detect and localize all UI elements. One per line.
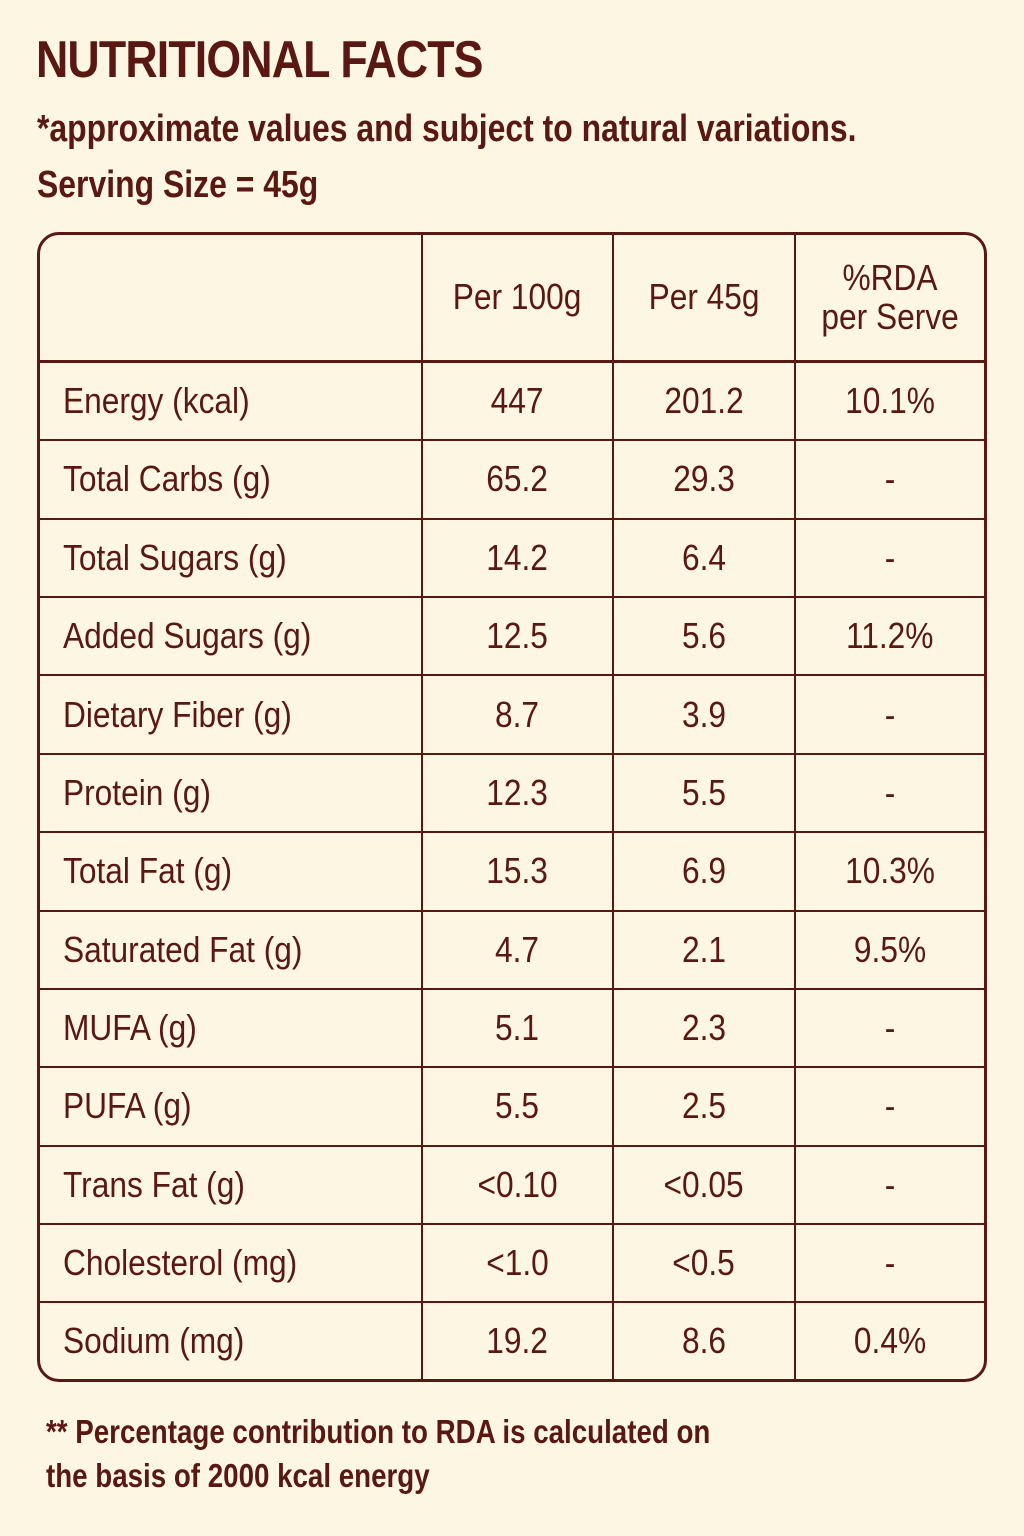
per-100g-value: 447 bbox=[422, 361, 614, 442]
nutrient-label: Total Carbs (g) bbox=[40, 440, 423, 520]
nutrient-label: Saturated Fat (g) bbox=[40, 910, 423, 990]
table-row: Dietary Fiber (g) 8.7 3.9- bbox=[40, 675, 984, 755]
per-100g-value: 4.7 bbox=[422, 910, 614, 990]
nutrient-label: Cholesterol (mg) bbox=[40, 1224, 423, 1304]
nutrient-label: Added Sugars (g) bbox=[40, 597, 423, 677]
rda-value: - bbox=[795, 753, 984, 834]
per-100g-value: 5.1 bbox=[422, 988, 614, 1069]
table-row: MUFA (g) 5.1 2.3- bbox=[40, 988, 984, 1069]
nutrient-label: PUFA (g) bbox=[40, 1067, 423, 1147]
per-45g-value: 29.3 bbox=[613, 440, 796, 520]
table-row: Total Fat (g) 15.3 6.9 10.3% bbox=[40, 832, 984, 912]
per-45g-value: <0.05 bbox=[613, 1145, 796, 1226]
per-45g-value: 5.5 bbox=[613, 753, 796, 834]
per-100g-value: <0.10 bbox=[422, 1145, 614, 1226]
table-row: Energy (kcal) 447 201.2 10.1% bbox=[40, 361, 984, 442]
nutrition-table: Per 100g Per 45g %RDA per Serve Energy (… bbox=[37, 232, 987, 1382]
rda-value: - bbox=[795, 1067, 984, 1147]
per-45g-value: 3.9 bbox=[613, 675, 796, 755]
rda-value: - bbox=[795, 1145, 984, 1226]
table-row: Trans Fat (g) <0.10 <0.05- bbox=[40, 1145, 984, 1226]
per-45g-value: 8.6 bbox=[613, 1302, 796, 1379]
per-100g-value: 65.2 bbox=[422, 440, 614, 520]
per-45g-value: 2.5 bbox=[613, 1067, 796, 1147]
per-45g-value: 2.3 bbox=[613, 988, 796, 1069]
rda-value: - bbox=[795, 675, 984, 755]
rda-value: 9.5% bbox=[795, 910, 984, 990]
table-row: Sodium (mg) 19.2 8.6 0.4% bbox=[40, 1302, 984, 1379]
serving-size: Serving Size = 45g bbox=[37, 164, 319, 206]
nutrient-label: Energy (kcal) bbox=[40, 361, 423, 442]
approximation-note: *approximate values and subject to natur… bbox=[37, 108, 857, 150]
per-100g-value: 12.3 bbox=[422, 753, 614, 834]
per-100g-value: 15.3 bbox=[422, 832, 614, 912]
nutrient-label: Total Fat (g) bbox=[40, 832, 423, 912]
per-100g-value: 5.5 bbox=[422, 1067, 614, 1147]
rda-footnote: ** Percentage contribution to RDA is cal… bbox=[46, 1413, 711, 1494]
table-row: Cholesterol (mg) <1.0 <0.5- bbox=[40, 1224, 984, 1304]
rda-value: - bbox=[795, 518, 984, 599]
per-45g-value: 6.9 bbox=[613, 832, 796, 912]
per-100g-value: 8.7 bbox=[422, 675, 614, 755]
header-rda-per-serve: %RDA per Serve bbox=[795, 235, 984, 363]
table-row: Added Sugars (g) 12.5 5.6 11.2% bbox=[40, 597, 984, 677]
nutrient-label: Dietary Fiber (g) bbox=[40, 675, 423, 755]
nutrient-label: Protein (g) bbox=[40, 753, 423, 834]
per-100g-value: 19.2 bbox=[422, 1302, 614, 1379]
rda-value: - bbox=[795, 440, 984, 520]
nutrient-label: MUFA (g) bbox=[40, 988, 423, 1069]
nutrient-label: Trans Fat (g) bbox=[40, 1145, 423, 1226]
rda-value: 10.1% bbox=[795, 361, 984, 442]
per-45g-value: 6.4 bbox=[613, 518, 796, 599]
rda-value: - bbox=[795, 988, 984, 1069]
table-header-row: Per 100g Per 45g %RDA per Serve bbox=[40, 235, 984, 363]
per-45g-value: 5.6 bbox=[613, 597, 796, 677]
table-row: Total Carbs (g) 65.2 29.3- bbox=[40, 440, 984, 520]
per-45g-value: 201.2 bbox=[613, 361, 796, 442]
rda-value: 10.3% bbox=[795, 832, 984, 912]
header-per-45g: Per 45g bbox=[613, 235, 796, 363]
nutrient-label: Total Sugars (g) bbox=[40, 518, 423, 599]
nutrient-label: Sodium (mg) bbox=[40, 1302, 423, 1379]
per-100g-value: 12.5 bbox=[422, 597, 614, 677]
table-row: Saturated Fat (g) 4.7 2.1 9.5% bbox=[40, 910, 984, 990]
table-row: PUFA (g) 5.5 2.5- bbox=[40, 1067, 984, 1147]
rda-value: 0.4% bbox=[853, 1320, 927, 1362]
table-row: Total Sugars (g) 14.2 6.4- bbox=[40, 518, 984, 599]
header-per-100g: Per 100g bbox=[422, 235, 614, 363]
rda-value: - bbox=[795, 1224, 984, 1304]
table-row: Protein (g) 12.3 5.5- bbox=[40, 753, 984, 834]
per-100g-value: 14.2 bbox=[422, 518, 614, 599]
header-nutrient bbox=[40, 235, 423, 363]
page-title: NUTRITIONAL FACTS bbox=[36, 31, 484, 89]
per-45g-value: <0.5 bbox=[613, 1224, 796, 1304]
per-45g-value: 2.1 bbox=[613, 910, 796, 990]
rda-value: 11.2% bbox=[795, 597, 984, 677]
per-100g-value: <1.0 bbox=[422, 1224, 614, 1304]
